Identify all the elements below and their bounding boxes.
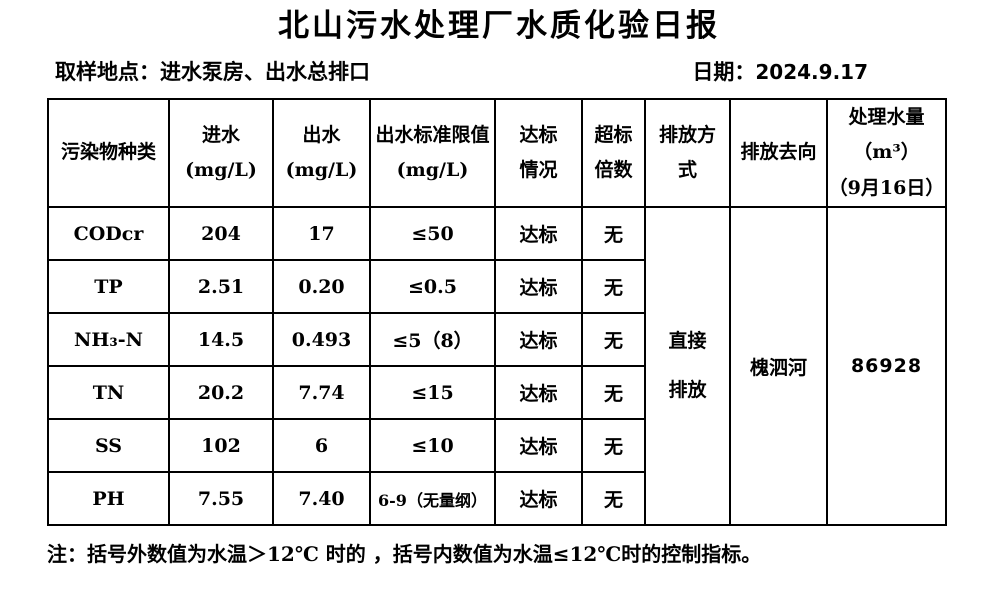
- compliance-status: 达标: [494, 418, 583, 473]
- limit-value: ≤5（8）: [369, 312, 496, 367]
- col-header-effluent: 出水 (mg/L): [272, 98, 371, 208]
- effluent-value: 6: [272, 418, 371, 473]
- effluent-value: 7.74: [272, 365, 371, 420]
- pollutant-name: SS: [47, 418, 170, 473]
- effluent-value: 0.20: [272, 259, 371, 314]
- limit-value: ≤50: [369, 206, 496, 261]
- page-title: 北山污水处理厂水质化验日报: [278, 8, 720, 44]
- limit-value: 6-9（无量纲）: [369, 471, 496, 526]
- col-header-discharge-mode: 排放方 式: [644, 98, 731, 208]
- col-header-compliance: 达标 情况: [494, 98, 583, 208]
- effluent-value: 17: [272, 206, 371, 261]
- compliance-status: 达标: [494, 471, 583, 526]
- discharge-mode-cell: 直接 排放: [644, 206, 731, 526]
- influent-value: 2.51: [168, 259, 274, 314]
- influent-value: 7.55: [168, 471, 274, 526]
- pollutant-name: NH₃-N: [47, 312, 170, 367]
- col-header-volume: 处理水量 （m³） （9月16日）: [826, 98, 947, 208]
- col-header-exceed: 超标 倍数: [581, 98, 646, 208]
- exceed-value: 无: [581, 312, 646, 367]
- table-row-ss: SS 102 6 ≤10 达标 无: [47, 418, 946, 473]
- limit-value: ≤10: [369, 418, 496, 473]
- influent-value: 102: [168, 418, 274, 473]
- discharge-dest-cell: 槐泗河: [729, 206, 828, 526]
- table-row-tp: TP 2.51 0.20 ≤0.5 达标 无: [47, 259, 946, 314]
- date-value: 2024.9.17: [755, 60, 868, 84]
- pollutant-name: TP: [47, 259, 170, 314]
- table-row-tn: TN 20.2 7.74 ≤15 达标 无: [47, 365, 946, 420]
- table-header-row: 污染物种类 进水 (mg/L) 出水 (mg/L) 出水标准限值 (mg/L) …: [47, 98, 947, 208]
- table-row-ph: PH 7.55 7.40 6-9（无量纲） 达标 无: [47, 471, 946, 526]
- compliance-status: 达标: [494, 206, 583, 261]
- pollutant-name: TN: [47, 365, 170, 420]
- report-date: 日期：2024.9.17: [692, 56, 868, 86]
- exceed-value: 无: [581, 259, 646, 314]
- influent-value: 20.2: [168, 365, 274, 420]
- exceed-value: 无: [581, 365, 646, 420]
- pollutant-name: PH: [47, 471, 170, 526]
- compliance-status: 达标: [494, 259, 583, 314]
- col-header-limit: 出水标准限值 (mg/L): [369, 98, 496, 208]
- table-row-codcr: CODcr 204 17 ≤50 达标 无 直接 排放 槐泗河 86928: [47, 206, 947, 526]
- treated-volume-cell: 86928: [826, 206, 947, 526]
- table-row-nh3n: NH₃-N 14.5 0.493 ≤5（8） 达标 无: [47, 312, 946, 367]
- limit-value: ≤0.5: [369, 259, 496, 314]
- date-label: 日期：: [692, 59, 756, 84]
- influent-value: 14.5: [168, 312, 274, 367]
- compliance-status: 达标: [494, 365, 583, 420]
- col-header-discharge-dest: 排放去向: [729, 98, 828, 208]
- limit-value: ≤15: [369, 365, 496, 420]
- col-header-influent: 进水 (mg/L): [168, 98, 274, 208]
- pollutant-name: CODcr: [47, 206, 170, 261]
- meta-row: 取样地点：进水泵房、出水总排口 日期：2024.9.17: [0, 56, 998, 86]
- sampling-location: 取样地点：进水泵房、出水总排口: [55, 59, 370, 84]
- influent-value: 204: [168, 206, 274, 261]
- water-quality-table: 污染物种类 进水 (mg/L) 出水 (mg/L) 出水标准限值 (mg/L) …: [47, 98, 947, 526]
- exceed-value: 无: [581, 471, 646, 526]
- col-header-pollutant: 污染物种类: [47, 98, 170, 208]
- compliance-status: 达标: [494, 312, 583, 367]
- footnote: 注：括号外数值为水温＞12℃ 时的 ，括号内数值为水温≤12℃时的控制指标。: [47, 542, 762, 566]
- effluent-value: 7.40: [272, 471, 371, 526]
- exceed-value: 无: [581, 206, 646, 261]
- effluent-value: 0.493: [272, 312, 371, 367]
- exceed-value: 无: [581, 418, 646, 473]
